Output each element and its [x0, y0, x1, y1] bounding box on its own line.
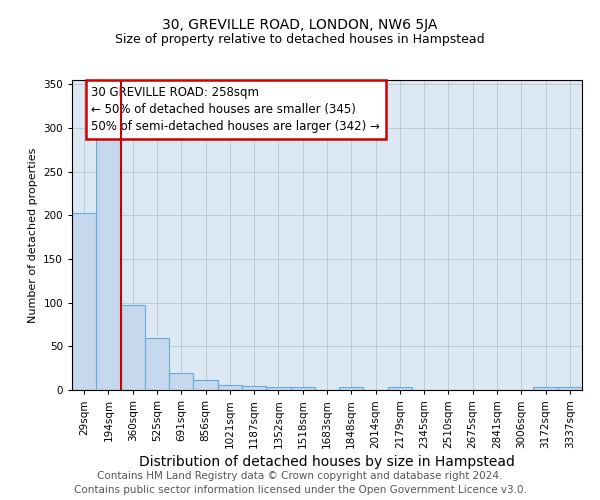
X-axis label: Distribution of detached houses by size in Hampstead: Distribution of detached houses by size …: [139, 454, 515, 468]
Bar: [96, 137, 121, 390]
Text: 30, GREVILLE ROAD, LONDON, NW6 5JA: 30, GREVILLE ROAD, LONDON, NW6 5JA: [163, 18, 437, 32]
Bar: [218, 385, 242, 390]
Y-axis label: Number of detached properties: Number of detached properties: [28, 148, 38, 322]
Bar: [193, 380, 218, 390]
Bar: [533, 388, 558, 390]
Bar: [339, 388, 364, 390]
Bar: [558, 388, 582, 390]
Bar: [242, 386, 266, 390]
Bar: [169, 372, 193, 390]
Bar: [72, 212, 96, 390]
Bar: [388, 388, 412, 390]
Text: 30 GREVILLE ROAD: 258sqm
← 50% of detached houses are smaller (345)
50% of semi-: 30 GREVILLE ROAD: 258sqm ← 50% of detach…: [91, 86, 380, 133]
Bar: [266, 386, 290, 390]
Text: Contains HM Land Registry data © Crown copyright and database right 2024.
Contai: Contains HM Land Registry data © Crown c…: [74, 471, 526, 495]
Bar: [121, 306, 145, 390]
Text: Size of property relative to detached houses in Hampstead: Size of property relative to detached ho…: [115, 32, 485, 46]
Bar: [145, 338, 169, 390]
Bar: [290, 388, 315, 390]
